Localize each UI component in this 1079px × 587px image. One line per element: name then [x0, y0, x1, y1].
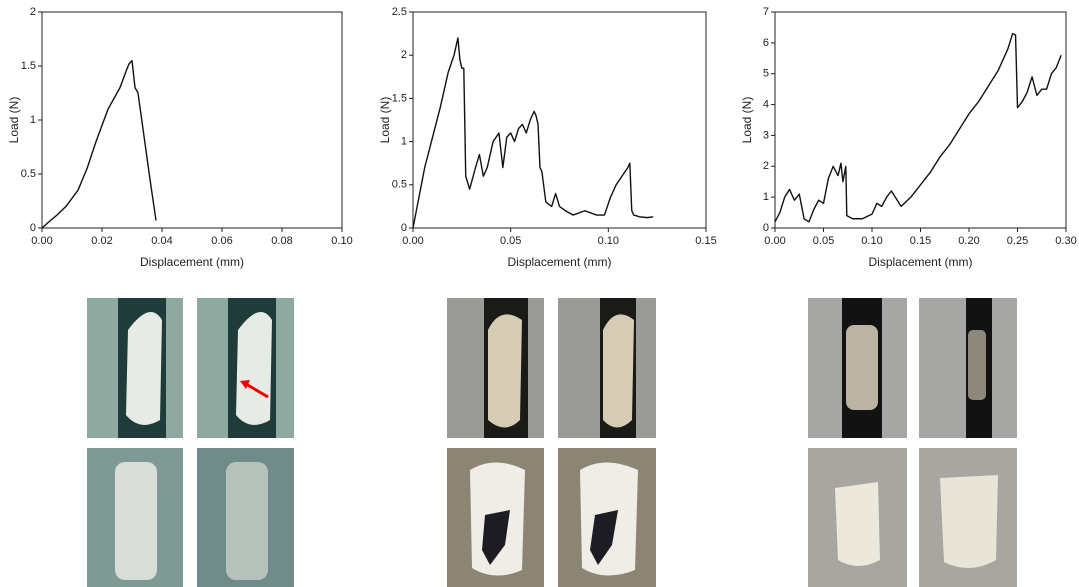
y-tick-label: 1 [401, 136, 407, 148]
specimen [603, 314, 634, 427]
y-axis-label: Load (N) [378, 97, 392, 144]
specimen [835, 482, 880, 566]
y-tick-label: 2.5 [392, 6, 407, 18]
y-tick-label: 0 [30, 222, 36, 234]
x-tick-label: 0.08 [271, 235, 292, 247]
y-tick-label: 0.5 [21, 168, 36, 180]
x-tick-label: 0.04 [151, 235, 172, 247]
x-tick-label: 0.30 [1055, 235, 1076, 247]
x-axis-label: Displacement (mm) [868, 255, 972, 269]
x-tick-label: 0.25 [1007, 235, 1028, 247]
photos [87, 298, 1017, 587]
x-tick-label: 0.15 [695, 235, 716, 247]
specimen [226, 462, 268, 580]
y-tick-label: 1.5 [392, 92, 407, 104]
y-tick-label: 0.5 [392, 179, 407, 191]
y-tick-label: 2 [30, 6, 36, 18]
y-tick-label: 0 [401, 222, 407, 234]
x-tick-label: 0.20 [958, 235, 979, 247]
load-curve [413, 38, 653, 228]
x-tick-label: 0.02 [91, 235, 112, 247]
y-axis-label: Load (N) [740, 97, 754, 144]
plot-frame [42, 12, 342, 228]
y-tick-label: 2 [763, 160, 769, 172]
y-tick-label: 1 [30, 114, 36, 126]
x-tick-label: 0.05 [813, 235, 834, 247]
y-tick-label: 7 [763, 6, 769, 18]
specimen [968, 330, 986, 400]
specimen [126, 312, 162, 425]
specimen [846, 325, 878, 410]
x-tick-label: 0.00 [402, 235, 423, 247]
y-tick-label: 2 [401, 49, 407, 61]
y-tick-label: 3 [763, 129, 769, 141]
plot-frame [775, 12, 1066, 228]
x-tick-label: 0.05 [500, 235, 521, 247]
specimen [940, 475, 998, 568]
x-tick-label: 0.10 [598, 235, 619, 247]
x-tick-label: 0.00 [31, 235, 52, 247]
x-axis-label: Displacement (mm) [140, 255, 244, 269]
specimen [236, 312, 272, 425]
x-tick-label: 0.10 [331, 235, 352, 247]
specimen [488, 314, 522, 427]
x-axis-label: Displacement (mm) [507, 255, 611, 269]
x-tick-label: 0.10 [861, 235, 882, 247]
y-tick-label: 1.5 [21, 60, 36, 72]
load-curve [775, 34, 1061, 222]
y-tick-label: 5 [763, 68, 769, 80]
specimen [115, 462, 157, 580]
x-tick-label: 0.00 [764, 235, 785, 247]
page: {"chart_data": [ {"type": "line", "xlabe… [0, 0, 1079, 587]
y-axis-label: Load (N) [7, 97, 21, 144]
x-tick-label: 0.15 [910, 235, 931, 247]
y-tick-label: 1 [763, 191, 769, 203]
x-tick-label: 0.06 [211, 235, 232, 247]
y-tick-label: 4 [763, 98, 769, 110]
y-tick-label: 6 [763, 37, 769, 49]
load-curve [42, 61, 156, 228]
y-tick-label: 0 [763, 222, 769, 234]
figure: 0.00 0.02 0.04 0.06 0.08 0.10 0 0.5 1 1.5 2 Displac… [0, 0, 1079, 587]
